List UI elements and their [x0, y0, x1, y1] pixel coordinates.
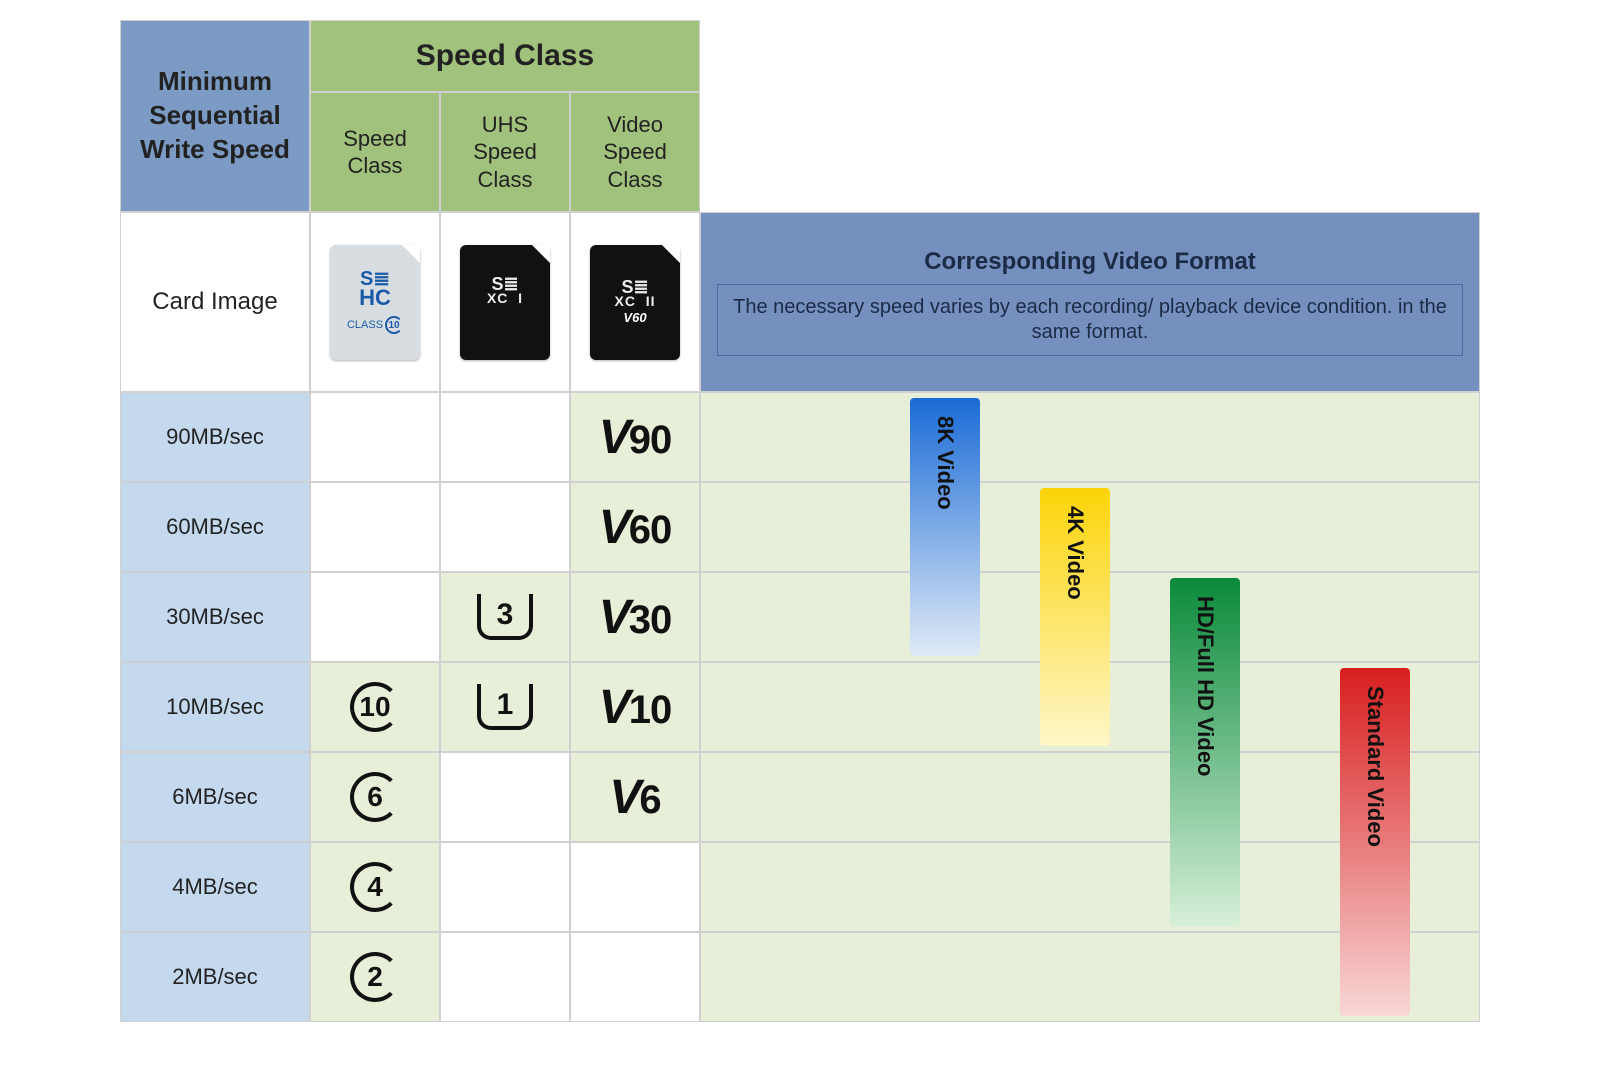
cell-uhs-6	[440, 932, 570, 1022]
cell-video-0: V90	[570, 392, 700, 482]
header-sub-1: UHSSpeedClass	[440, 92, 570, 212]
speed-label-2: 30MB/sec	[120, 572, 310, 662]
cell-video-1: V60	[570, 482, 700, 572]
uhs-icon-1: 1	[477, 684, 533, 730]
speed-label-0: 90MB/sec	[120, 392, 310, 482]
speed-label-4: 6MB/sec	[120, 752, 310, 842]
cell-video-5	[570, 842, 700, 932]
sd-speed-class-chart: MinimumSequentialWrite SpeedSpeed ClassS…	[120, 20, 1480, 1020]
cell-class-4: 6	[310, 752, 440, 842]
cell-uhs-4	[440, 752, 570, 842]
class-icon-2: 2	[350, 952, 400, 1002]
cell-video-3: V10	[570, 662, 700, 752]
cell-class-3: 10	[310, 662, 440, 752]
cell-uhs-1	[440, 482, 570, 572]
class-icon-6: 6	[350, 772, 400, 822]
card-image-cell-1: S≣XC I 3	[440, 212, 570, 392]
cell-uhs-5	[440, 842, 570, 932]
cell-uhs-3: 1	[440, 662, 570, 752]
header-write-speed: MinimumSequentialWrite Speed	[120, 20, 310, 212]
video-icon-V60: V60	[599, 500, 672, 555]
cell-uhs-2: 3	[440, 572, 570, 662]
cell-uhs-0	[440, 392, 570, 482]
header-speed-class: Speed Class	[310, 20, 700, 92]
cell-video-4: V6	[570, 752, 700, 842]
format-bar-label: 4K Video	[1062, 506, 1088, 600]
cell-class-5: 4	[310, 842, 440, 932]
speed-label-3: 10MB/sec	[120, 662, 310, 752]
format-bar-label: Standard Video	[1362, 686, 1388, 847]
card-image-cell-0: S≣HC CLASS10	[310, 212, 440, 392]
class-icon-4: 4	[350, 862, 400, 912]
video-icon-V6: V6	[609, 770, 660, 825]
sd-card-sdhc: S≣HC CLASS10	[330, 245, 420, 360]
cell-class-1	[310, 482, 440, 572]
video-icon-V10: V10	[599, 680, 672, 735]
speed-label-5: 4MB/sec	[120, 842, 310, 932]
header-sub-2: VideoSpeedClass	[570, 92, 700, 212]
header-sub-0: SpeedClass	[310, 92, 440, 212]
cell-class-2	[310, 572, 440, 662]
cell-video-2: V30	[570, 572, 700, 662]
uhs-icon-3: 3	[477, 594, 533, 640]
format-area-row-0	[700, 392, 1480, 482]
format-bar-standard-video: Standard Video	[1340, 668, 1410, 1016]
video-icon-V90: V90	[599, 410, 672, 465]
corresponding-title: Corresponding Video Format	[924, 248, 1256, 276]
sd-card-sdxc-uhs1: S≣XC I 3	[460, 245, 550, 360]
card-image-label: Card Image	[120, 212, 310, 392]
format-bar-label: HD/Full HD Video	[1192, 596, 1218, 777]
cell-class-6: 2	[310, 932, 440, 1022]
format-bar-hd-full-hd-video: HD/Full HD Video	[1170, 578, 1240, 926]
cell-video-6	[570, 932, 700, 1022]
format-bar-8k-video: 8K Video	[910, 398, 980, 656]
card-image-cell-2: S≣XC II V60	[570, 212, 700, 392]
speed-label-1: 60MB/sec	[120, 482, 310, 572]
format-bar-4k-video: 4K Video	[1040, 488, 1110, 746]
video-icon-V30: V30	[599, 590, 672, 645]
sd-card-sdxc-uhs2: S≣XC II V60	[590, 245, 680, 360]
class-icon-10: 10	[350, 682, 400, 732]
cell-class-0	[310, 392, 440, 482]
format-bar-label: 8K Video	[932, 416, 958, 510]
corresponding-note: The necessary speed varies by each recor…	[717, 284, 1463, 356]
corresponding-panel: Corresponding Video Format The necessary…	[700, 212, 1480, 392]
speed-label-6: 2MB/sec	[120, 932, 310, 1022]
